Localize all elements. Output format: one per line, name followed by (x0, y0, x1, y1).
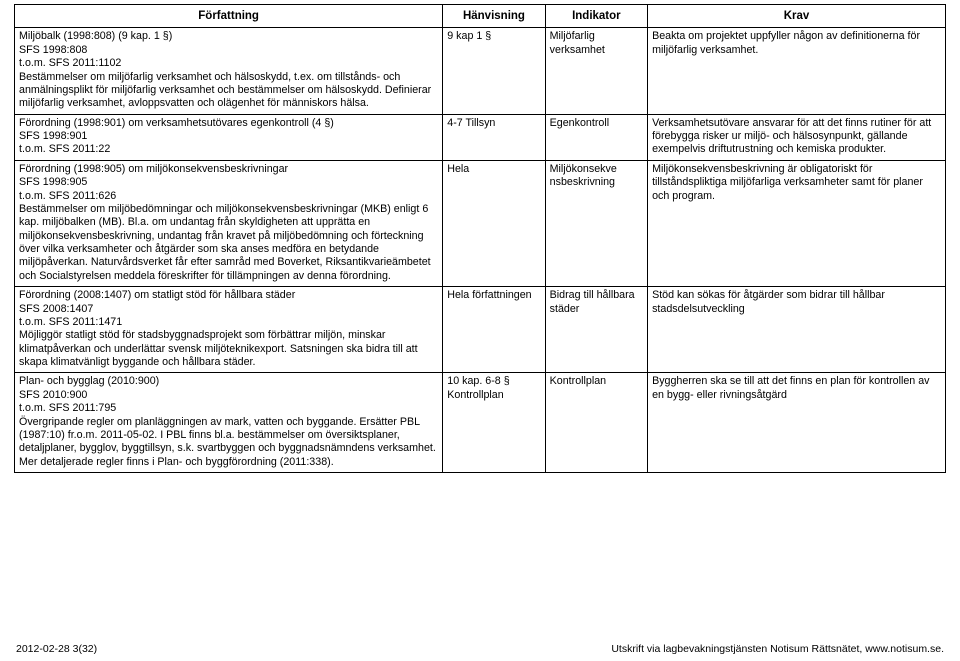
cell-hanvisning: 4-7 Tillsyn (443, 114, 545, 160)
table-row: Förordning (1998:905) om miljökonsekvens… (15, 160, 946, 286)
cell-forfattning: Plan- och bygglag (2010:900) SFS 2010:90… (15, 373, 443, 473)
table-header-row: Författning Hänvisning Indikator Krav (15, 5, 946, 28)
cell-krav: Verksamhetsutövare ansvarar för att det … (648, 114, 946, 160)
cell-forfattning: Förordning (2008:1407) om statligt stöd … (15, 287, 443, 373)
col-header-krav: Krav (648, 5, 946, 28)
cell-indikator: Bidrag till hållbara städer (545, 287, 647, 373)
cell-krav: Beakta om projektet uppfyller någon av d… (648, 28, 946, 114)
cell-hanvisning: 10 kap. 6-8 § Kontrollplan (443, 373, 545, 473)
cell-hanvisning: Hela författningen (443, 287, 545, 373)
cell-forfattning: Förordning (1998:905) om miljökonsekvens… (15, 160, 443, 286)
footer-source: Utskrift via lagbevakningstjänsten Notis… (611, 643, 944, 655)
cell-forfattning: Miljöbalk (1998:808) (9 kap. 1 §) SFS 19… (15, 28, 443, 114)
cell-forfattning: Förordning (1998:901) om verksamhetsutöv… (15, 114, 443, 160)
cell-krav: Stöd kan sökas för åtgärder som bidrar t… (648, 287, 946, 373)
cell-indikator: Miljöfarlig verksamhet (545, 28, 647, 114)
table-row: Miljöbalk (1998:808) (9 kap. 1 §) SFS 19… (15, 28, 946, 114)
footer-date-page: 2012-02-28 3(32) (16, 643, 97, 655)
cell-indikator: Kontrollplan (545, 373, 647, 473)
table-row: Plan- och bygglag (2010:900) SFS 2010:90… (15, 373, 946, 473)
page-footer: 2012-02-28 3(32) Utskrift via lagbevakni… (14, 639, 946, 655)
col-header-indikator: Indikator (545, 5, 647, 28)
cell-indikator: Egenkontroll (545, 114, 647, 160)
legal-requirements-table: Författning Hänvisning Indikator Krav Mi… (14, 4, 946, 473)
cell-krav: Byggherren ska se till att det finns en … (648, 373, 946, 473)
col-header-forfattning: Författning (15, 5, 443, 28)
col-header-hanvisning: Hänvisning (443, 5, 545, 28)
document-page: Författning Hänvisning Indikator Krav Mi… (0, 0, 960, 661)
cell-hanvisning: Hela (443, 160, 545, 286)
cell-hanvisning: 9 kap 1 § (443, 28, 545, 114)
cell-krav: Miljökonsekvensbeskrivning är obligatori… (648, 160, 946, 286)
table-row: Förordning (1998:901) om verksamhetsutöv… (15, 114, 946, 160)
table-row: Förordning (2008:1407) om statligt stöd … (15, 287, 946, 373)
cell-indikator: Miljökonsekve nsbeskrivning (545, 160, 647, 286)
